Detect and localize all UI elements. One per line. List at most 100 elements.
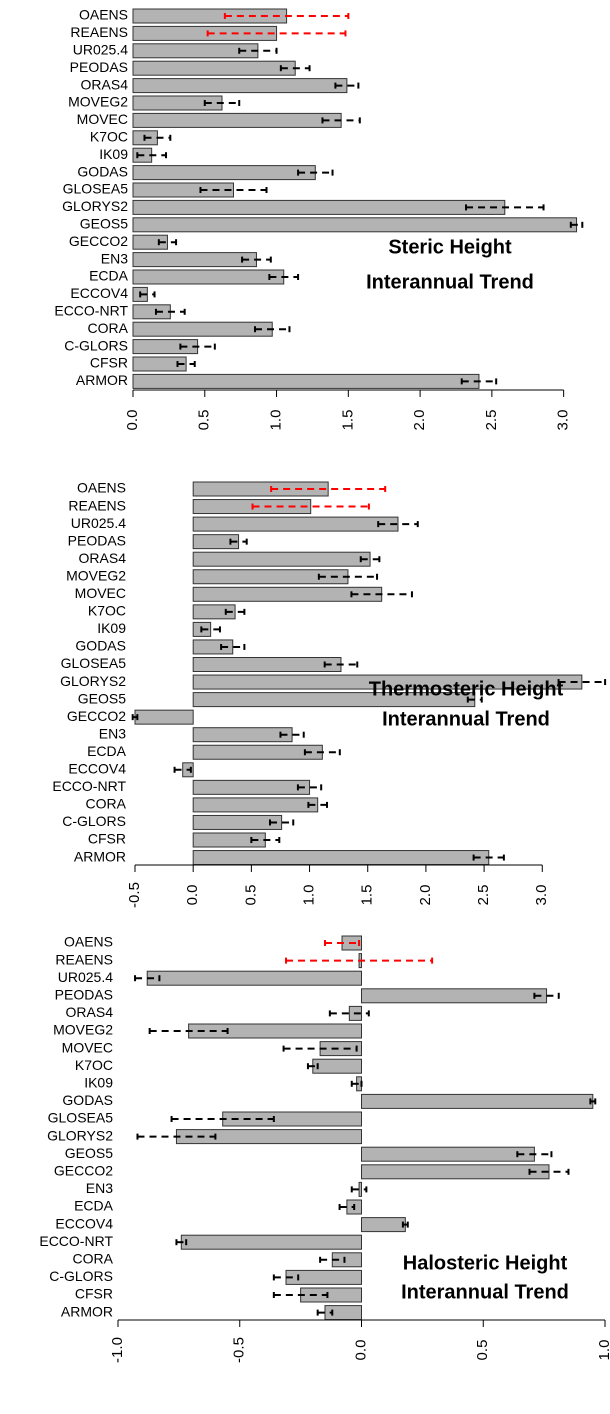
error-bar [569, 221, 584, 228]
category-label: CORA [88, 320, 129, 336]
bar [361, 1217, 406, 1233]
error-bar [148, 1028, 229, 1034]
error-bar [321, 117, 361, 124]
category-label: C-GLORS [49, 1268, 113, 1284]
category-label: IK09 [97, 620, 126, 636]
category-label: ECDA [74, 1198, 114, 1214]
error-bar [136, 152, 168, 159]
bar [192, 481, 329, 497]
error-bar [154, 308, 186, 315]
category-label: OAENS [64, 934, 113, 950]
bar [180, 1234, 362, 1250]
x-tick-label: 0.5 [242, 885, 259, 906]
category-label: ORAS4 [66, 1004, 114, 1020]
error-bar [179, 343, 216, 350]
error-bar [223, 13, 350, 19]
x-tick-label: 3.0 [533, 885, 550, 906]
bar [132, 112, 342, 128]
x-tick-label: 0.5 [474, 1340, 491, 1361]
bar [132, 182, 234, 198]
category-label: K7OC [75, 1057, 113, 1073]
error-bar [328, 1010, 370, 1017]
bar [361, 988, 548, 1004]
category-label: GLORYS2 [62, 198, 128, 214]
category-label: ECCOV4 [68, 761, 126, 777]
category-label: EN3 [101, 250, 128, 266]
error-bar [319, 1256, 346, 1263]
error-bar [306, 1063, 319, 1070]
error-bar [465, 204, 545, 211]
bar [132, 199, 506, 215]
x-tick-label: -0.5 [231, 1337, 248, 1363]
chart-title: Halosteric Height [403, 1252, 568, 1274]
x-tick-label: 2.5 [475, 885, 492, 906]
category-label: GLOSEA5 [61, 655, 127, 671]
x-tick-label: 0.0 [184, 885, 201, 906]
error-bar [317, 573, 379, 580]
bar [300, 1287, 362, 1303]
category-label: ARMOR [76, 372, 128, 388]
category-label: OAENS [79, 7, 128, 23]
x-tick-label: 0.0 [352, 1340, 369, 1361]
category-label: K7OC [88, 603, 126, 619]
error-bar [134, 975, 161, 982]
category-label: C-GLORS [62, 813, 126, 829]
category-label: IK09 [99, 146, 128, 162]
category-label: IK09 [84, 1075, 113, 1091]
bar [132, 78, 348, 94]
error-bar [238, 47, 278, 54]
category-label: ECCOV4 [55, 1215, 113, 1231]
error-bar [472, 854, 505, 861]
error-bar [323, 940, 361, 946]
bar [192, 850, 490, 866]
category-label: CFSR [90, 355, 128, 371]
bar [132, 165, 316, 181]
bar [146, 970, 362, 986]
bar [361, 1146, 535, 1162]
x-tick-label: 1.5 [339, 410, 356, 431]
category-label: REAENS [70, 24, 128, 40]
bar [192, 516, 399, 532]
bar [192, 551, 371, 567]
category-label: ORAS4 [79, 550, 127, 566]
bar [132, 321, 273, 337]
error-bar [285, 957, 434, 964]
x-tick-label: 0.0 [124, 410, 141, 431]
error-bar [131, 714, 139, 721]
category-label: GEOS5 [78, 690, 126, 706]
category-label: OAENS [77, 480, 126, 496]
error-bar [270, 486, 387, 492]
category-label: MOVEC [62, 1039, 113, 1055]
bar [192, 604, 236, 620]
category-label: ECCO-NRT [54, 303, 128, 319]
error-bar [516, 1151, 553, 1158]
category-label: EN3 [86, 1180, 113, 1196]
error-bar [377, 521, 419, 528]
category-label: REAENS [55, 951, 113, 967]
x-tick-label: 0.5 [196, 410, 213, 431]
error-bar [334, 82, 360, 89]
error-bar [359, 556, 381, 563]
category-label: REAENS [68, 497, 126, 513]
category-label: ECDA [87, 743, 127, 759]
chart-title: Thermosteric Height [369, 678, 564, 700]
error-bar [350, 591, 413, 598]
category-label: EN3 [99, 725, 126, 741]
error-bar [224, 608, 246, 615]
bar [192, 779, 311, 795]
category-label: GEOS5 [65, 1145, 113, 1161]
x-tick-label: 1.5 [359, 885, 376, 906]
bar [132, 373, 480, 389]
category-label: PEODAS [55, 987, 113, 1003]
bar [192, 727, 293, 743]
category-label: K7OC [90, 129, 128, 145]
error-bar [279, 731, 305, 738]
error-bar [303, 749, 341, 756]
error-bar [199, 187, 268, 193]
error-bar [176, 361, 196, 367]
bar [132, 356, 187, 372]
category-label: MOVEG2 [66, 567, 126, 583]
category-label: CORA [86, 796, 127, 812]
category-label: CFSR [75, 1286, 113, 1302]
